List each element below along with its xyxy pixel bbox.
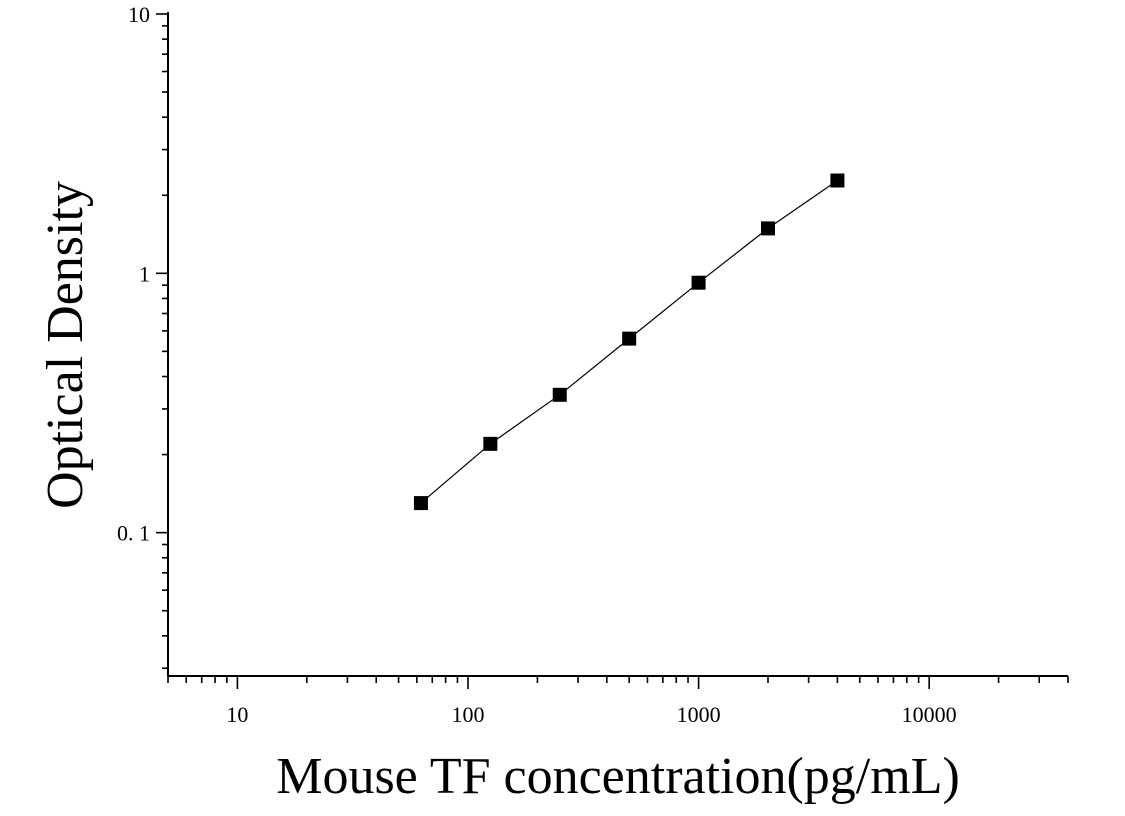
- data-point-marker: [483, 436, 498, 451]
- x-axis-title: Mouse TF concentration(pg/mL): [276, 748, 960, 805]
- data-points: [413, 173, 845, 511]
- data-point-marker: [413, 496, 428, 511]
- data-point-marker: [622, 331, 637, 346]
- x-tick-label: 10000: [902, 702, 957, 727]
- x-tick-label: 100: [452, 702, 485, 727]
- x-tick-label: 10: [226, 702, 248, 727]
- y-axis-title: Optical Density: [37, 181, 94, 509]
- y-tick-label: 10: [128, 2, 150, 27]
- y-tick-label: 1: [139, 261, 150, 286]
- x-axis-minor-ticks: [167, 676, 1069, 683]
- x-tick-label: 1000: [677, 702, 721, 727]
- data-point-marker: [830, 173, 845, 188]
- y-axis-tick-labels: 0. 1 1 10: [117, 2, 150, 546]
- x-axis-tick-labels: 10 100 1000 10000: [226, 702, 956, 727]
- x-axis-major-ticks: [236, 676, 930, 689]
- data-point-marker: [552, 387, 567, 402]
- data-point-marker: [761, 221, 775, 236]
- y-tick-label: 0. 1: [117, 521, 150, 546]
- data-point-marker: [691, 275, 706, 290]
- y-axis-major-ticks: [156, 13, 168, 534]
